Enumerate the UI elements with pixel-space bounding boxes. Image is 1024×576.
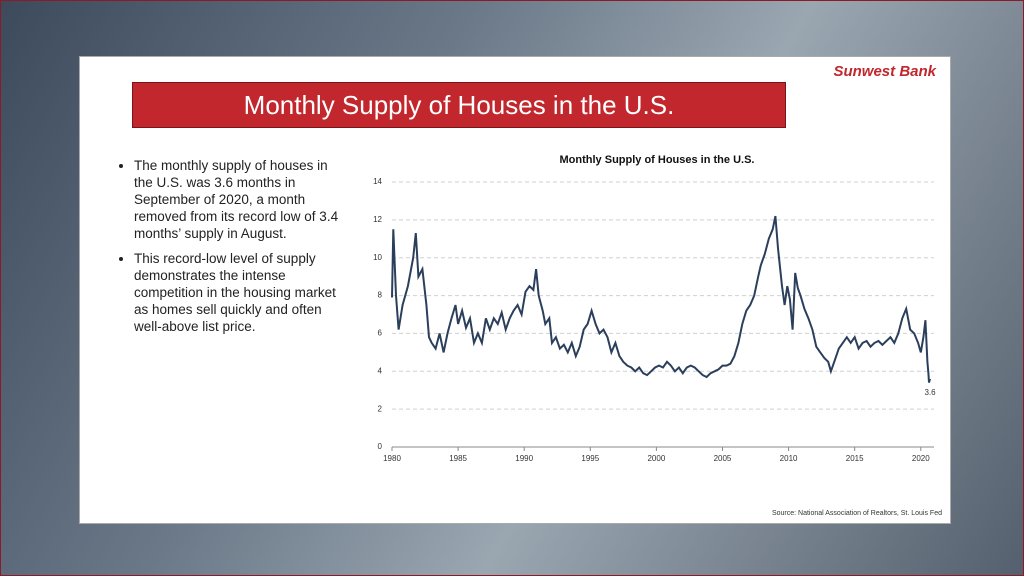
data-label: 3.6: [924, 388, 936, 397]
logo: Sunwest Bank: [833, 63, 936, 80]
chart-title: Monthly Supply of Houses in the U.S.: [560, 154, 755, 166]
source: Source: National Association of Realtors…: [771, 510, 942, 517]
bullet: This record-low level of supply demonstr…: [134, 250, 342, 335]
y-tick-label: 0: [378, 442, 383, 451]
x-tick-label: 2020: [912, 454, 930, 463]
y-tick-label: 6: [378, 329, 383, 338]
x-tick-label: 1985: [449, 454, 467, 463]
y-tick-label: 2: [378, 404, 383, 413]
slide-title: Monthly Supply of Houses in the U.S.: [132, 82, 786, 128]
y-tick-label: 4: [378, 366, 383, 375]
y-tick-label: 8: [378, 291, 383, 300]
bullet-list: The monthly supply of houses in the U.S.…: [114, 157, 342, 343]
y-tick-label: 10: [373, 253, 382, 262]
bullet: The monthly supply of houses in the U.S.…: [134, 157, 342, 242]
y-tick-label: 14: [373, 177, 382, 186]
x-tick-label: 2015: [846, 454, 864, 463]
chart: Monthly Supply of Houses in the U.S. 0 2 4…: [373, 154, 936, 463]
x-tick-label: 1990: [515, 454, 533, 463]
x-tick-label: 2005: [714, 454, 732, 463]
line: [391, 215, 931, 383]
panel: Monthly Supply of Houses in the U.S. Sun…: [79, 56, 951, 524]
x-tick-label: 1995: [581, 454, 599, 463]
y-tick-label: 12: [373, 215, 382, 224]
x-tick-label: 2000: [647, 454, 665, 463]
x-tick-label: 2010: [780, 454, 798, 463]
x-tick-label: 1980: [383, 454, 401, 463]
